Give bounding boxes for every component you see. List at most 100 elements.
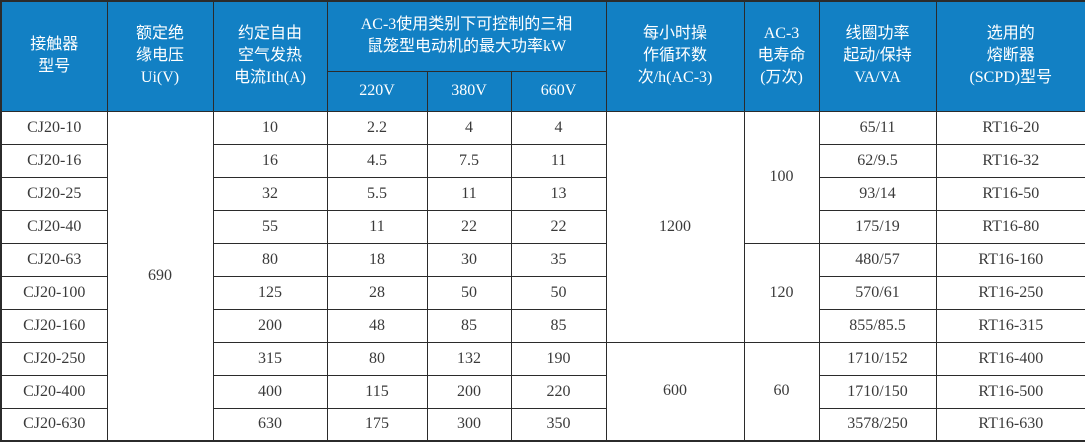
cell-thermal-current: 55 [212, 209, 328, 244]
cell-power-220v: 18 [326, 242, 428, 277]
cell-coil-power: 93/14 [818, 176, 937, 211]
table-row: CJ20-10 690 10 2.2 4 4 1200 100 65/11 RT… [0, 110, 1085, 442]
cell-thermal-current: 32 [212, 176, 328, 211]
header-coil-power: 线圈功率 起动/保持 VA/VA [818, 0, 937, 112]
table-row: CJ20-25 32 5.5 11 13 93/14 RT16-50 [0, 176, 1085, 211]
cell-power-660v: 4 [510, 110, 607, 145]
header-insulation-voltage: 额定绝 缘电压 Ui(V) [106, 0, 214, 112]
header-row-2: 220V 380V 660V [1, 70, 1085, 112]
cell-fuse-type: RT16-160 [935, 242, 1085, 277]
cell-power-380v: 132 [426, 341, 512, 376]
cell-power-660v: 50 [510, 275, 607, 310]
cell-power-660v: 22 [510, 209, 607, 244]
cell-fuse-type: RT16-20 [935, 110, 1085, 145]
cell-power-220v: 48 [326, 308, 428, 343]
cell-coil-power: 855/85.5 [818, 308, 937, 343]
cell-power-380v: 300 [426, 407, 512, 442]
cell-coil-power: 570/61 [818, 275, 937, 310]
cell-model: CJ20-16 [0, 143, 108, 178]
cell-power-660v: 11 [510, 143, 607, 178]
table-row: CJ20-630 630 175 300 350 3578/250 RT16-6… [0, 407, 1085, 442]
cell-thermal-current: 630 [212, 407, 328, 442]
cell-electrical-life: 120 [743, 242, 820, 343]
cell-cycles-per-hour: 1200 [605, 110, 745, 343]
cell-power-660v: 350 [510, 407, 607, 442]
cell-cycles-per-hour: 600 [605, 341, 745, 442]
header-fuse-type: 选用的 熔断器 (SCPD)型号 [935, 0, 1085, 112]
cell-coil-power: 3578/250 [818, 407, 937, 442]
cell-model: CJ20-100 [0, 275, 108, 310]
cell-thermal-current: 315 [212, 341, 328, 376]
cell-power-660v: 190 [510, 341, 607, 376]
cell-coil-power: 175/19 [818, 209, 937, 244]
cell-coil-power: 1710/152 [818, 341, 937, 376]
cell-power-220v: 115 [326, 374, 428, 409]
cell-thermal-current: 200 [212, 308, 328, 343]
cell-fuse-type: RT16-32 [935, 143, 1085, 178]
header-thermal-current: 约定自由 空气发热 电流Ith(A) [212, 0, 328, 112]
cell-power-220v: 11 [326, 209, 428, 244]
cell-electrical-life: 100 [743, 110, 820, 244]
cell-power-380v: 4 [426, 110, 512, 145]
cell-coil-power: 480/57 [818, 242, 937, 277]
cell-fuse-type: RT16-50 [935, 176, 1085, 211]
subheader-voltage-660: 660V [510, 70, 607, 112]
cell-power-660v: 220 [510, 374, 607, 409]
cell-power-380v: 11 [426, 176, 512, 211]
cell-power-380v: 50 [426, 275, 512, 310]
cell-insulation-voltage: 690 [106, 110, 214, 442]
cell-thermal-current: 400 [212, 374, 328, 409]
table-row: CJ20-16 16 4.5 7.5 11 62/9.5 RT16-32 [0, 143, 1085, 178]
cell-model: CJ20-63 [0, 242, 108, 277]
table-row: CJ20-160 200 48 85 85 855/85.5 RT16-315 [0, 308, 1085, 343]
cell-model: CJ20-630 [0, 407, 108, 442]
cell-thermal-current: 80 [212, 242, 328, 277]
cell-model: CJ20-10 [0, 110, 108, 145]
cell-power-220v: 2.2 [326, 110, 428, 145]
cell-model: CJ20-400 [0, 374, 108, 409]
cell-coil-power: 62/9.5 [818, 143, 937, 178]
cell-thermal-current: 10 [212, 110, 328, 145]
table-row: CJ20-400 400 115 200 220 1710/150 RT16-5… [0, 374, 1085, 409]
cell-power-660v: 13 [510, 176, 607, 211]
cell-model: CJ20-160 [0, 308, 108, 343]
cell-model: CJ20-40 [0, 209, 108, 244]
cell-coil-power: 65/11 [818, 110, 937, 145]
cell-power-660v: 85 [510, 308, 607, 343]
cell-power-220v: 5.5 [326, 176, 428, 211]
cell-power-380v: 7.5 [426, 143, 512, 178]
cell-model: CJ20-25 [0, 176, 108, 211]
cell-thermal-current: 16 [212, 143, 328, 178]
cell-power-380v: 22 [426, 209, 512, 244]
header-cycles-per-hour: 每小时操 作循环数 次/h(AC-3) [605, 0, 745, 112]
cell-power-220v: 175 [326, 407, 428, 442]
cell-fuse-type: RT16-400 [935, 341, 1085, 376]
cell-fuse-type: RT16-315 [935, 308, 1085, 343]
cell-power-380v: 30 [426, 242, 512, 277]
cell-thermal-current: 125 [212, 275, 328, 310]
cell-power-660v: 35 [510, 242, 607, 277]
cell-model: CJ20-250 [0, 341, 108, 376]
cell-power-220v: 4.5 [326, 143, 428, 178]
cell-coil-power: 1710/150 [818, 374, 937, 409]
cell-power-220v: 28 [326, 275, 428, 310]
cell-fuse-type: RT16-80 [935, 209, 1085, 244]
table-row: CJ20-40 55 11 22 22 175/19 RT16-80 [0, 209, 1085, 244]
subheader-voltage-220: 220V [326, 70, 428, 112]
table-row: CJ20-100 125 28 50 50 570/61 RT16-250 [0, 275, 1085, 310]
cell-power-380v: 85 [426, 308, 512, 343]
table-row: CJ20-250 315 80 132 190 600 60 1710/152 … [0, 341, 1085, 442]
cell-fuse-type: RT16-630 [935, 407, 1085, 442]
header-row-1: 接触器 型号 额定绝 缘电压 Ui(V) 约定自由 空气发热 电流Ith(A) … [0, 0, 1085, 112]
cell-power-220v: 80 [326, 341, 428, 376]
header-electrical-life: AC-3 电寿命 (万次) [743, 0, 820, 112]
subheader-voltage-380: 380V [426, 70, 512, 112]
header-ac3-max-power: AC-3使用类别下可控制的三相 鼠笼型电动机的最大功率kW [326, 0, 607, 72]
header-model: 接触器 型号 [0, 0, 108, 112]
cell-fuse-type: RT16-250 [935, 275, 1085, 310]
cell-power-380v: 200 [426, 374, 512, 409]
cell-electrical-life: 60 [743, 341, 820, 442]
cell-fuse-type: RT16-500 [935, 374, 1085, 409]
